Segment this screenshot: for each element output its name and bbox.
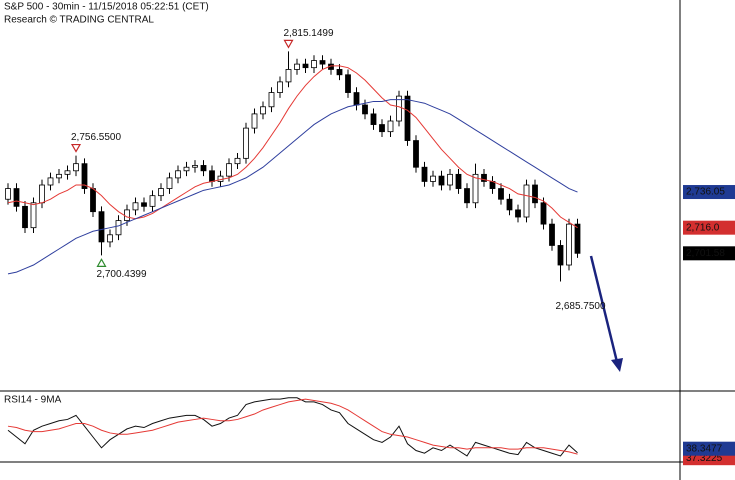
candle-body: [124, 209, 130, 221]
candle-body: [311, 60, 317, 69]
candle-body: [39, 184, 45, 204]
candle-body: [532, 184, 538, 204]
candle-body: [166, 177, 173, 189]
projection-arrow: [589, 255, 619, 363]
candle-body: [243, 127, 249, 159]
candle-body: [30, 202, 37, 229]
candle-body: [557, 245, 564, 266]
annotation: 2,700.4399: [97, 269, 147, 280]
candle-body: [294, 63, 300, 70]
candle-body: [5, 188, 11, 200]
candle-body: [175, 170, 181, 179]
candle-body: [47, 177, 54, 186]
annotation: 2,685.7500: [556, 301, 606, 312]
candle-body: [98, 211, 105, 243]
moving-average: [7, 99, 578, 275]
close-label-box: [683, 246, 735, 261]
candle-body: [226, 163, 232, 177]
ma-last-label: 2,716.0: [686, 222, 720, 233]
candle-body: [234, 157, 241, 165]
candle-body: [447, 173, 453, 186]
close-label: 2,701.58: [686, 248, 725, 259]
candle-body: [549, 223, 555, 246]
ma-last-label-box: [683, 185, 735, 200]
candle-body: [345, 74, 351, 93]
candle-body: [217, 175, 224, 182]
candle-body: [481, 173, 487, 182]
candle-body: [413, 140, 419, 168]
candle-body: [22, 205, 28, 229]
candle-body: [251, 113, 258, 129]
candle-body: [64, 170, 71, 175]
candle-body: [90, 188, 96, 213]
candle-body: [523, 184, 530, 218]
candle-body: [430, 175, 436, 182]
candle-body: [370, 113, 377, 125]
candle-body: [149, 195, 156, 207]
candle-body: [132, 202, 139, 211]
candle-body: [464, 188, 470, 204]
candle-body: [73, 163, 79, 172]
candle-body: [285, 69, 292, 83]
rsi-line: [7, 398, 578, 455]
moving-average: [7, 65, 578, 229]
candle-body: [302, 63, 309, 69]
rsi-title: RSI14 - 9MA: [4, 395, 62, 406]
layer: [5, 51, 581, 457]
candle-body: [277, 81, 283, 93]
candle-body: [200, 165, 207, 172]
candle-body: [13, 188, 20, 207]
candle-body: [353, 92, 360, 106]
chart-title: S&P 500 - 30min - 11/15/2018 05:22:51 (C…: [4, 2, 209, 13]
candle-body: [115, 220, 122, 236]
high-marker: [70, 143, 82, 153]
rsi-last-label: 38.3477: [686, 443, 723, 454]
candle-body: [141, 202, 147, 207]
candle-body: [319, 60, 326, 65]
layer: 2,756.5500 2,815.1499 2,700.4399 2,685.7500…: [70, 28, 735, 466]
candle-body: [566, 223, 572, 266]
candle-body: [438, 175, 445, 186]
annotation: 2,756.5500: [71, 132, 121, 143]
chart-subtitle: Research © TRADING CENTRAL: [4, 15, 154, 26]
candle-body: [379, 124, 385, 133]
high-marker: [283, 39, 294, 49]
candle-body: [396, 95, 402, 122]
candle-body: [56, 173, 62, 179]
annotation: 2,815.1499: [284, 28, 334, 39]
candle-body: [192, 165, 198, 168]
candle-body: [387, 120, 394, 133]
candle-body: [209, 170, 215, 182]
candle-body: [540, 202, 547, 225]
rsi-line: [7, 397, 578, 457]
candle-body: [107, 234, 113, 243]
candle-body: [515, 209, 521, 218]
rsi-last-label-box: [683, 441, 735, 456]
candle-body: [404, 95, 411, 141]
ma-last-label: 2,736.05: [686, 187, 725, 198]
candle-body: [336, 69, 343, 76]
candle-body: [506, 198, 513, 211]
candle-body: [81, 163, 88, 189]
low-marker: [96, 258, 107, 267]
candle-body: [268, 92, 275, 108]
rsi-last-label: 37.3225: [686, 453, 723, 464]
candle-body: [158, 188, 164, 197]
candle-body: [183, 166, 190, 172]
candle-body: [260, 106, 266, 115]
ma-last-label-box: [683, 220, 735, 235]
arrow-head: [611, 358, 623, 372]
candle-body: [455, 173, 462, 189]
candle-body: [472, 173, 479, 204]
candle-body: [574, 223, 581, 254]
candle-body: [498, 188, 504, 200]
candle-body: [362, 104, 368, 115]
candle-body: [421, 166, 428, 182]
